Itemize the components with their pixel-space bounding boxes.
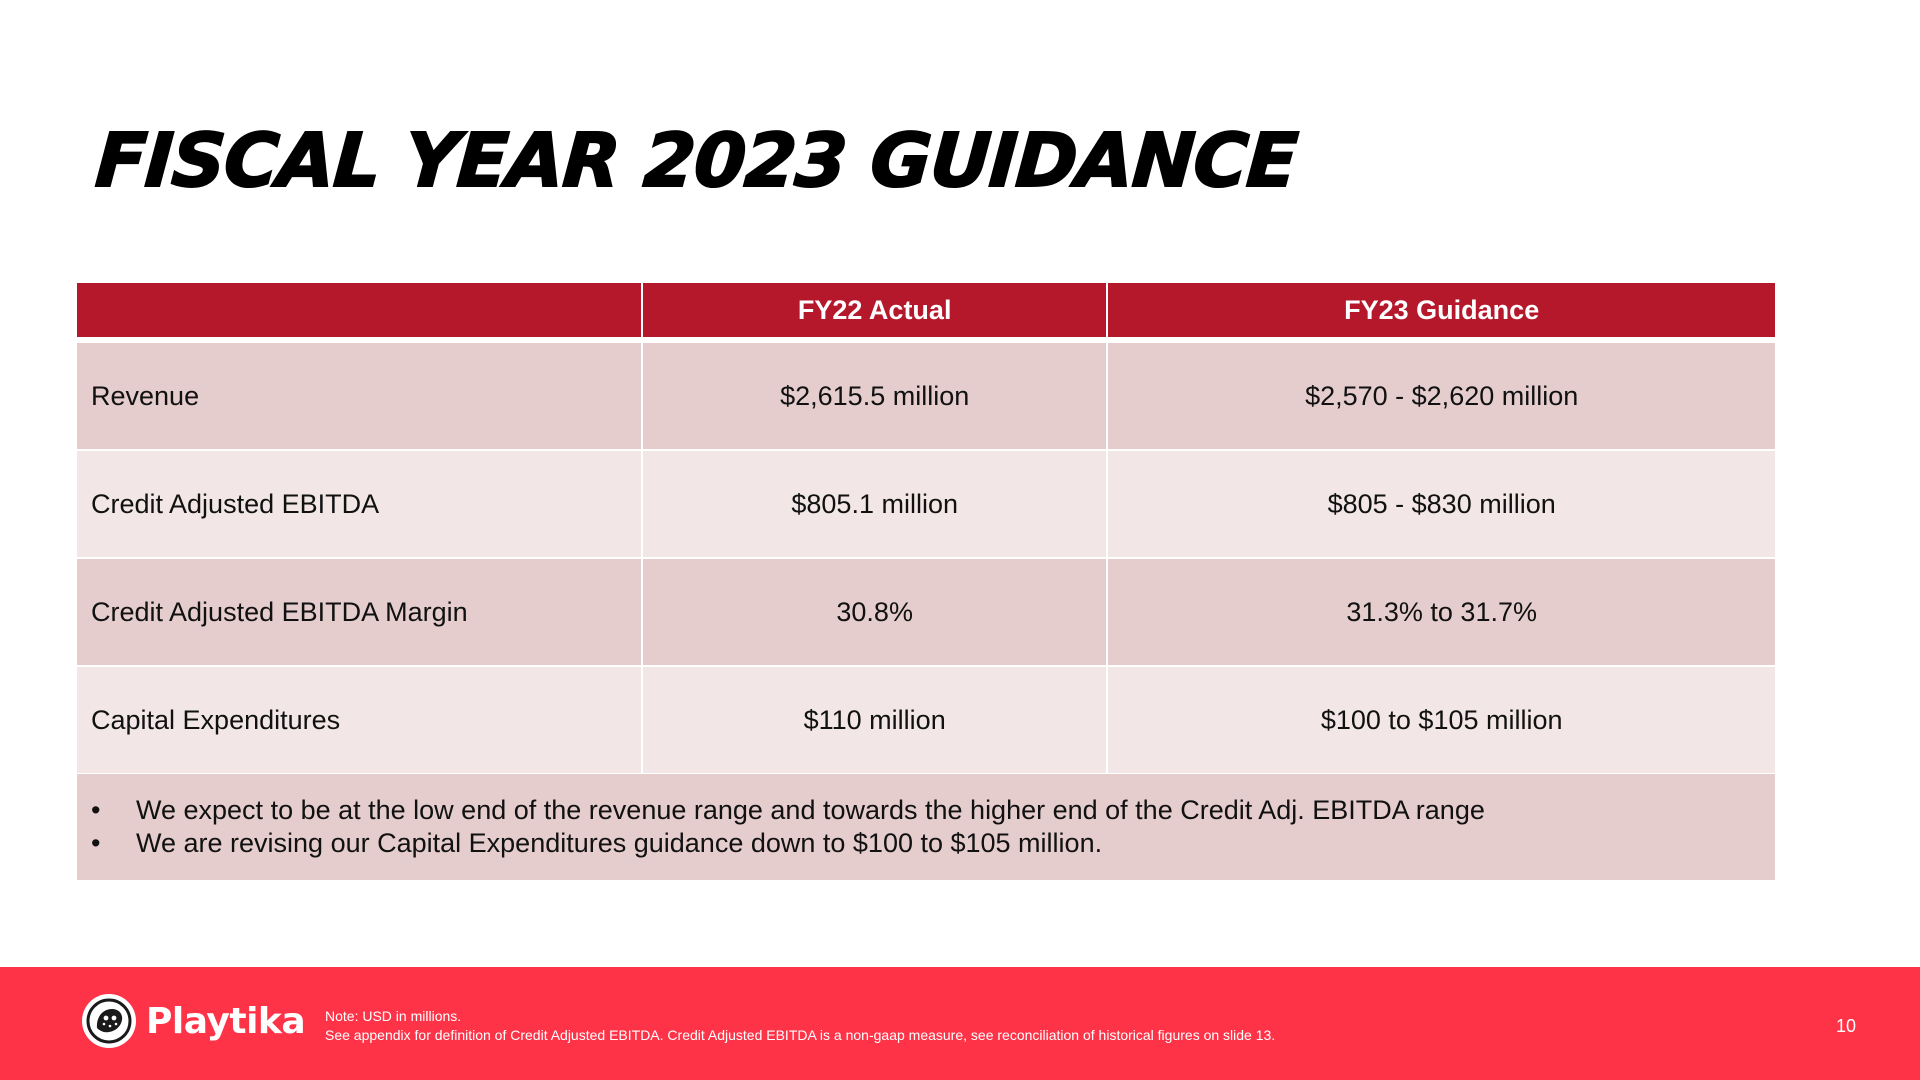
row-fy22-actual: $2,615.5 million [642, 340, 1109, 451]
row-fy23-guidance: $805 - $830 million [1107, 450, 1775, 559]
row-metric: Credit Adjusted EBITDA [77, 450, 643, 559]
table-row: Credit Adjusted EBITDA $805.1 million $8… [77, 450, 1775, 559]
row-metric: Capital Expenditures [77, 666, 643, 775]
footnote: Note: USD in millions. See appendix for … [325, 1007, 1275, 1045]
header-fy22-actual: FY22 Actual [642, 283, 1109, 343]
bullet-icon: • [91, 795, 101, 825]
row-fy23-guidance: $2,570 - $2,620 million [1107, 340, 1775, 451]
row-fy22-actual: $110 million [642, 666, 1109, 775]
row-fy23-guidance: 31.3% to 31.7% [1107, 558, 1775, 667]
note-item: • We are revising our Capital Expenditur… [91, 827, 1775, 860]
guidance-notes: • We expect to be at the low end of the … [77, 774, 1775, 880]
table-header-row: FY22 Actual FY23 Guidance [77, 283, 1775, 343]
bullet-icon: • [91, 828, 101, 858]
cheetah-logo-icon [82, 994, 136, 1048]
notes-list: • We expect to be at the low end of the … [91, 794, 1775, 860]
footnote-line-2: See appendix for definition of Credit Ad… [325, 1027, 1276, 1043]
page-number: 10 [1835, 1016, 1856, 1036]
table-row: Capital Expenditures $110 million $100 t… [77, 666, 1775, 775]
footnote-line-1: Note: USD in millions. [325, 1008, 462, 1024]
table-row: Revenue $2,615.5 million $2,570 - $2,620… [77, 340, 1775, 451]
page-title: FISCAL YEAR 2023 GUIDANCE [92, 117, 1301, 205]
note-text: We expect to be at the low end of the re… [136, 795, 1485, 825]
table-row: Credit Adjusted EBITDA Margin 30.8% 31.3… [77, 558, 1775, 667]
row-fy22-actual: $805.1 million [642, 450, 1109, 559]
row-metric: Revenue [77, 340, 643, 451]
note-text: We are revising our Capital Expenditures… [136, 828, 1103, 858]
header-metric [77, 283, 643, 343]
playtika-logo: Playtika [82, 994, 306, 1048]
row-fy23-guidance: $100 to $105 million [1107, 666, 1775, 775]
guidance-table: FY22 Actual FY23 Guidance Revenue $2,615… [77, 283, 1775, 775]
footer-bar: Playtika Note: USD in millions. See appe… [0, 967, 1920, 1080]
row-metric: Credit Adjusted EBITDA Margin [77, 558, 643, 667]
header-fy23-guidance: FY23 Guidance [1107, 283, 1775, 343]
row-fy22-actual: 30.8% [642, 558, 1109, 667]
logo-text: Playtika [146, 1000, 306, 1042]
note-item: • We expect to be at the low end of the … [91, 794, 1775, 827]
